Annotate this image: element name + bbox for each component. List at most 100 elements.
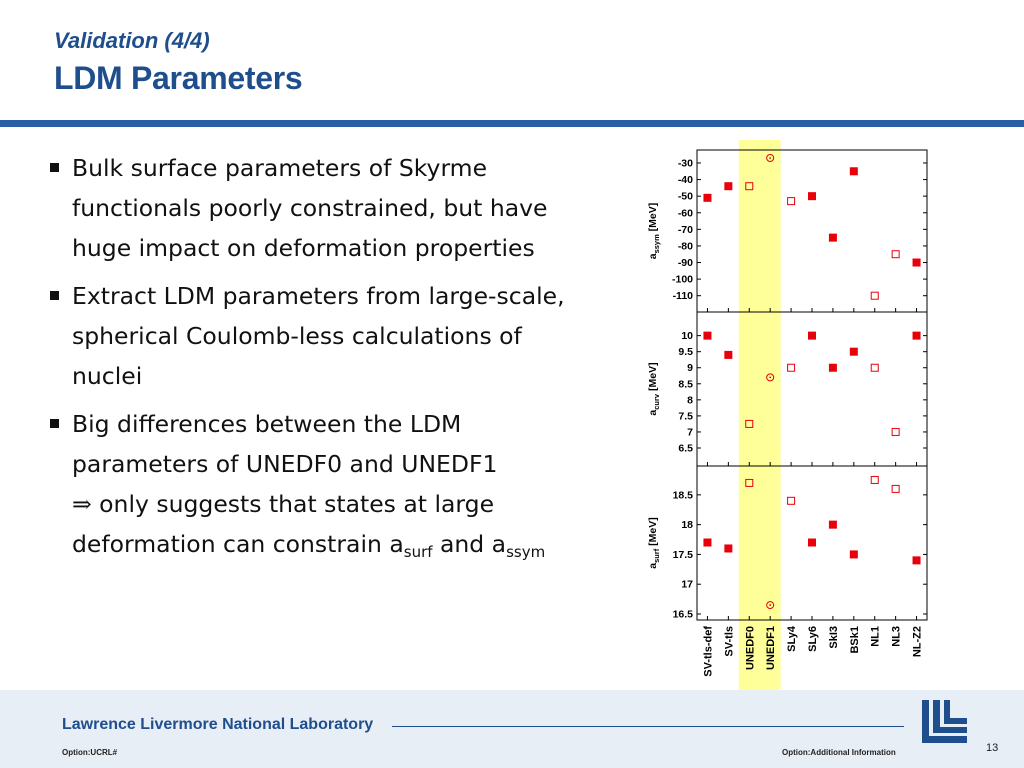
subscript-ssym: ssym	[506, 543, 546, 561]
y-axis-label-subscript: curv	[652, 393, 661, 410]
data-point	[912, 258, 921, 267]
x-category-label: NL3	[891, 626, 903, 647]
slide-subtitle: Validation (4/4)	[54, 28, 210, 53]
data-point	[724, 350, 733, 359]
y-axis-label-symbol: a	[647, 253, 659, 259]
data-point	[891, 484, 900, 493]
data-point	[870, 291, 879, 300]
data-point-center	[769, 157, 772, 159]
subscript-surf: surf	[403, 543, 433, 561]
y-tick-label: -110	[673, 290, 694, 302]
bullet-item: Extract LDM parameters from large-scale,…	[48, 276, 588, 396]
bullet-item: Bulk surface parameters of Skyrme functi…	[48, 148, 588, 268]
y-tick-label: -90	[678, 257, 693, 269]
data-point	[703, 538, 712, 547]
y-tick-label: 18	[681, 519, 693, 531]
y-tick-label: 7.5	[678, 410, 693, 422]
title-divider	[0, 120, 1024, 127]
y-tick-label: -50	[678, 191, 693, 203]
footer-band	[0, 690, 1024, 768]
bullet-square-icon	[50, 419, 59, 428]
data-point	[808, 192, 816, 201]
llnl-logo-icon	[922, 700, 967, 743]
y-tick-label: 10	[681, 330, 693, 342]
x-category-label: NL1	[870, 626, 882, 647]
y-axis-label: asurf [MeV]	[647, 517, 661, 569]
page-number: 13	[986, 742, 999, 754]
x-category-label: BSk1	[849, 626, 861, 654]
x-category-label: SLy4	[786, 625, 798, 652]
data-point	[870, 475, 879, 484]
y-tick-label: 18.5	[673, 489, 694, 501]
data-point	[891, 427, 900, 436]
implies-symbol: ⇒	[72, 490, 92, 518]
y-tick-label: 6.5	[678, 443, 693, 455]
y-tick-label: 8.5	[678, 378, 693, 390]
bullet-text: Bulk surface parameters of Skyrme functi…	[72, 154, 548, 262]
data-point	[766, 601, 775, 610]
data-point	[787, 496, 796, 505]
y-tick-label: -70	[678, 224, 693, 236]
y-axis-label-unit: [MeV]	[647, 517, 659, 549]
data-point	[787, 197, 796, 206]
data-point	[912, 556, 921, 565]
bullet-text: only suggests that states at large defor…	[72, 490, 495, 558]
y-tick-label: -80	[678, 240, 693, 252]
data-point	[849, 167, 858, 176]
x-category-label: NL-Z2	[912, 626, 924, 657]
x-category-label: SLy6	[807, 626, 819, 652]
data-point	[745, 419, 754, 428]
bullet-square-icon	[50, 163, 59, 172]
data-point	[766, 373, 775, 382]
y-axis-label-subscript: surf	[652, 548, 661, 563]
data-point	[891, 250, 900, 259]
data-point	[870, 363, 879, 372]
panel-frame	[696, 149, 928, 313]
y-axis-label-symbol: a	[647, 410, 659, 416]
y-tick-label: 16.5	[673, 609, 694, 621]
footer-divider	[392, 726, 904, 727]
data-point	[828, 363, 837, 372]
data-point	[912, 331, 921, 340]
y-axis-label-unit: [MeV]	[647, 203, 659, 235]
y-axis-label: assym [MeV]	[647, 203, 661, 260]
x-category-label: SV-tls	[723, 626, 735, 657]
y-tick-label: 9.5	[678, 346, 693, 358]
x-category-label: SkI3	[828, 626, 840, 649]
slide-title: LDM Parameters	[54, 60, 303, 96]
data-point	[849, 550, 858, 559]
footer-option-right: Option:Additional Information	[782, 748, 896, 757]
data-point	[808, 331, 816, 340]
data-point-center	[769, 604, 772, 606]
y-tick-label: 17.5	[673, 549, 694, 561]
y-tick-label: -30	[678, 157, 693, 169]
y-tick-label: -60	[678, 207, 693, 219]
data-point	[703, 331, 712, 340]
data-point	[745, 478, 754, 487]
y-axis-label-subscript: ssym	[652, 234, 661, 254]
bullet-text: Big differences between the LDM paramete…	[72, 410, 498, 478]
data-point	[828, 520, 837, 529]
y-tick-label: -40	[678, 174, 693, 186]
x-category-label: SV-tls-def	[702, 626, 714, 677]
data-point	[703, 193, 712, 202]
lab-name: Lawrence Livermore National Laboratory	[62, 716, 374, 733]
data-point	[787, 363, 796, 372]
data-point	[724, 182, 733, 191]
data-point	[724, 544, 733, 553]
data-point	[849, 347, 858, 356]
x-category-label: UNEDF0	[744, 626, 756, 670]
y-tick-label: 8	[687, 394, 693, 406]
y-axis-label-symbol: a	[647, 563, 659, 569]
footer-option-left: Option:UCRL#	[62, 748, 118, 757]
data-point	[745, 182, 754, 191]
data-point-center	[769, 376, 772, 379]
bullet-item: Big differences between the LDM paramete…	[48, 404, 588, 572]
y-axis-label: acurv [MeV]	[647, 362, 661, 415]
y-tick-label: 17	[681, 579, 693, 591]
data-point	[828, 233, 837, 242]
data-point	[808, 538, 816, 547]
bullet-list: Bulk surface parameters of Skyrme functi…	[48, 148, 588, 580]
y-tick-label: -100	[672, 274, 693, 286]
